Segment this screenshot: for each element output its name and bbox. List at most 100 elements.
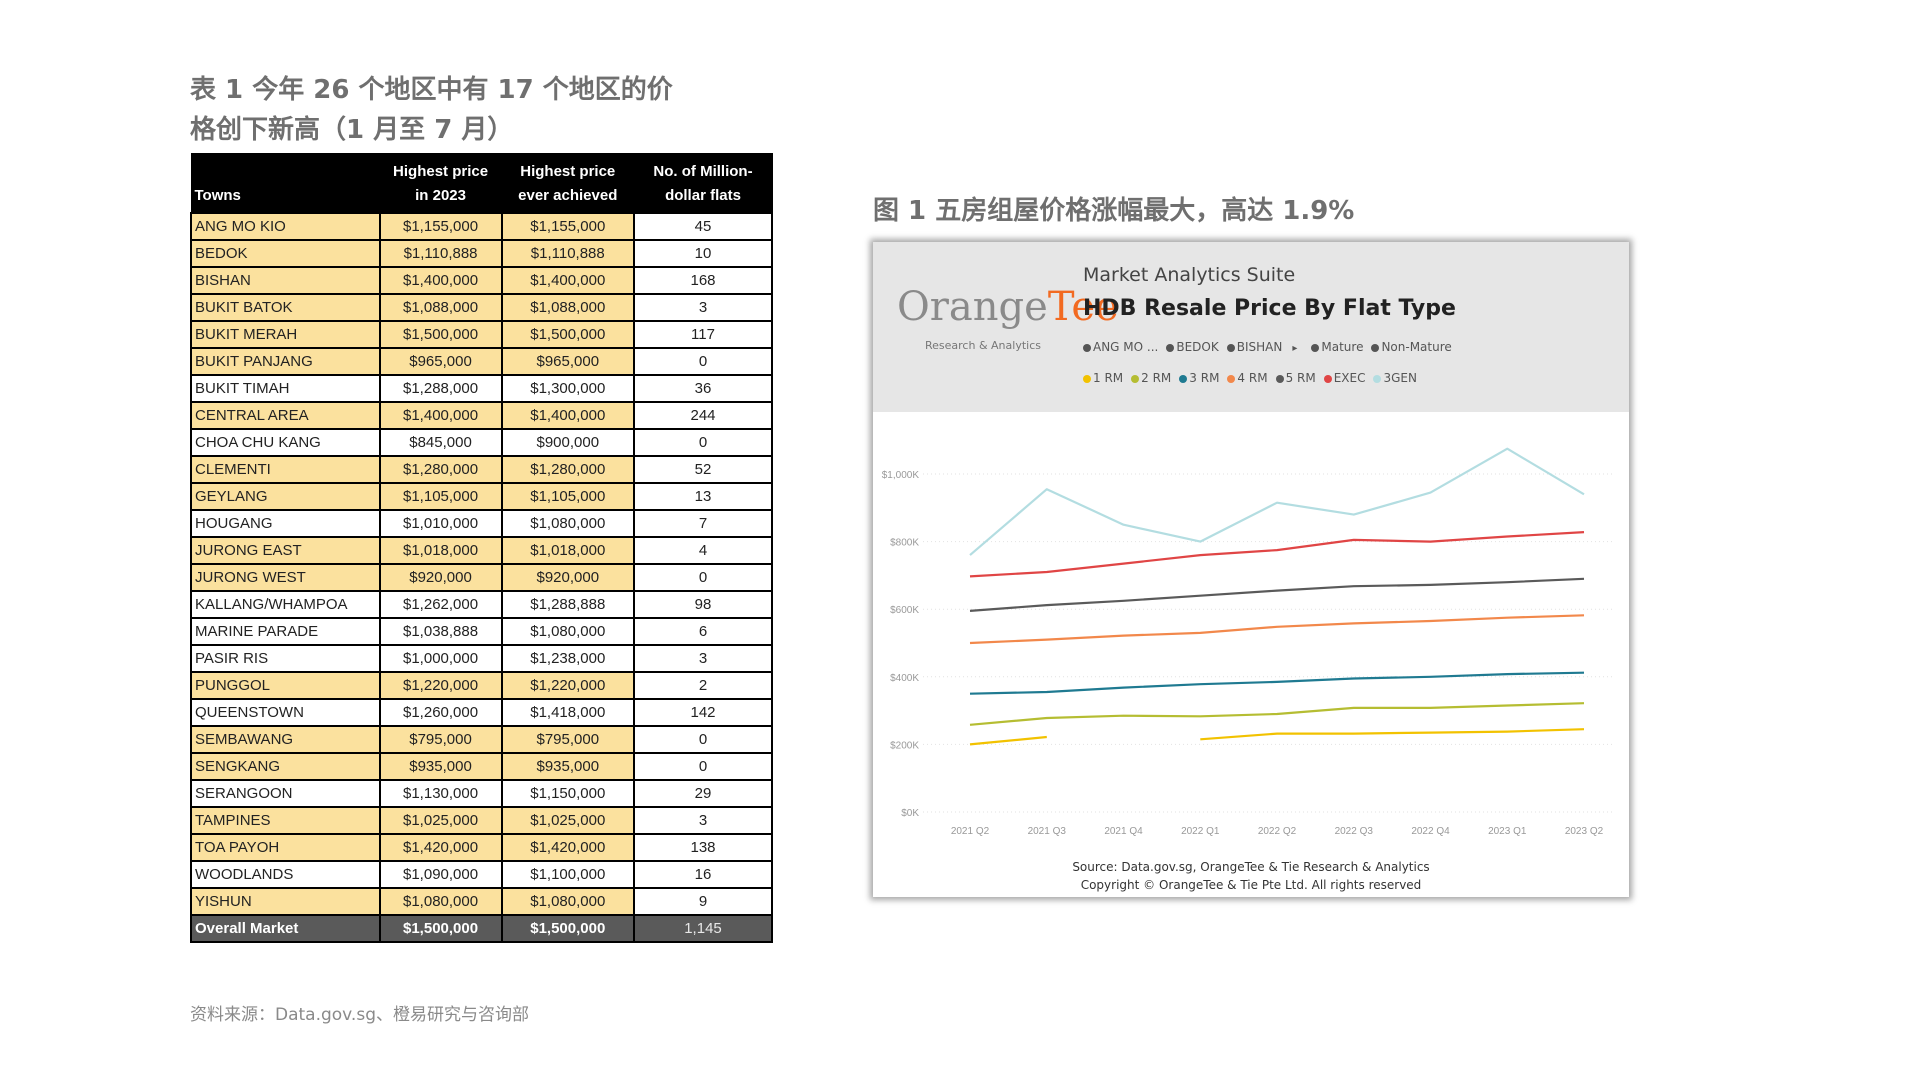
- suite-label: Market Analytics Suite: [1083, 264, 1296, 286]
- filter-dot-icon: [1166, 343, 1175, 352]
- price-2023-cell: $1,025,000: [378, 806, 503, 835]
- header-million-line-1: No. of Million-: [653, 163, 753, 180]
- legend-item[interactable]: 1 RM: [1083, 371, 1123, 385]
- header-price-ever: Highest price ever achieved: [501, 153, 635, 214]
- filter-dot-icon: [1311, 343, 1320, 352]
- price-2023-cell: $1,088,000: [378, 293, 503, 322]
- filter-dot-icon: [1226, 343, 1235, 352]
- town-cell: SENGKANG: [190, 752, 381, 781]
- header-million-line-2: dollar flats: [665, 187, 741, 204]
- table-row: HOUGANG $1,010,000 $1,080,000 7: [190, 509, 773, 538]
- filter-chip[interactable]: BEDOK: [1166, 340, 1219, 354]
- price-2023-cell: $1,260,000: [378, 698, 503, 727]
- price-ever-cell: $1,400,000: [500, 266, 636, 295]
- town-cell: JURONG WEST: [190, 563, 381, 592]
- header-million: No. of Million- dollar flats: [633, 153, 773, 214]
- x-tick-label: 2022 Q3: [1335, 826, 1374, 837]
- y-tick-label: $1,000K: [882, 470, 920, 481]
- million-cell: 138: [633, 833, 773, 862]
- million-cell: 3: [633, 806, 773, 835]
- table-title: 表 1 今年 26 个地区中有 17 个地区的价 格创下新高（1 月至 7 月）: [190, 70, 710, 150]
- chart-source-line: Source: Data.gov.sg, OrangeTee & Tie Res…: [1072, 860, 1430, 874]
- legend-label: EXEC: [1333, 371, 1366, 385]
- table-row: QUEENSTOWN $1,260,000 $1,418,000 142: [190, 698, 773, 727]
- town-cell: BUKIT BATOK: [190, 293, 381, 322]
- y-tick-label: $400K: [890, 673, 919, 684]
- price-ever-cell: $1,418,000: [500, 698, 636, 727]
- million-cell: 0: [633, 725, 773, 754]
- table-total-row: Overall Market $1,500,000 $1,500,000 1,1…: [190, 914, 773, 943]
- total-town: Overall Market: [190, 914, 381, 943]
- price-2023-cell: $1,220,000: [378, 671, 503, 700]
- million-cell: 29: [633, 779, 773, 808]
- legend-item[interactable]: 3GEN: [1373, 371, 1417, 385]
- series-line-3-rm: [969, 671, 1585, 695]
- price-2023-cell: $1,155,000: [378, 212, 503, 241]
- filter-chip[interactable]: Non-Mature: [1371, 340, 1452, 354]
- million-cell: 52: [633, 455, 773, 484]
- filter-chip[interactable]: Mature: [1311, 340, 1363, 354]
- filter-next-icon[interactable]: ▸: [1292, 343, 1298, 354]
- legend-item[interactable]: 5 RM: [1275, 371, 1316, 385]
- table-title-line-1: 表 1 今年 26 个地区中有 17 个地区的价: [190, 75, 673, 105]
- price-ever-cell: $1,500,000: [500, 320, 636, 349]
- price-2023-cell: $1,110,888: [378, 239, 503, 268]
- legend-item[interactable]: EXEC: [1323, 371, 1366, 385]
- million-cell: 98: [633, 590, 773, 619]
- table-row: SERANGOON $1,130,000 $1,150,000 29: [190, 779, 773, 808]
- price-2023-cell: $1,400,000: [378, 401, 503, 430]
- million-cell: 0: [633, 347, 773, 376]
- table-row: SENGKANG $935,000 $935,000 0: [190, 752, 773, 781]
- chart-title: HDB Resale Price By Flat Type: [1083, 296, 1456, 321]
- price-ever-cell: $1,155,000: [500, 212, 636, 241]
- table-row: WOODLANDS $1,090,000 $1,100,000 16: [190, 860, 773, 889]
- series-line-1-rm: [1200, 728, 1585, 741]
- legend-item[interactable]: 4 RM: [1227, 371, 1268, 385]
- filter-chip[interactable]: ANG MO ...: [1083, 340, 1158, 354]
- town-cell: WOODLANDS: [190, 860, 381, 889]
- logo-subtitle: Research & Analytics: [925, 339, 1041, 352]
- price-ever-cell: $935,000: [500, 752, 636, 781]
- legend-dot-icon: [1323, 374, 1332, 383]
- price-2023-cell: $1,105,000: [378, 482, 503, 511]
- town-cell: JURONG EAST: [190, 536, 381, 565]
- price-ever-cell: $1,088,000: [500, 293, 636, 322]
- table-row: CHOA CHU KANG $845,000 $900,000 0: [190, 428, 773, 457]
- million-cell: 0: [633, 752, 773, 781]
- table-row: CLEMENTI $1,280,000 $1,280,000 52: [190, 455, 773, 484]
- filter-chip[interactable]: BISHAN: [1226, 340, 1282, 354]
- chart-card: OrangeTee Research & Analytics Market An…: [873, 242, 1629, 897]
- series-line-4-rm: [969, 614, 1585, 645]
- legend-item[interactable]: 3 RM: [1179, 371, 1219, 385]
- million-cell: 9: [633, 887, 773, 916]
- legend-label: 2 RM: [1141, 371, 1172, 385]
- x-tick-label: 2021 Q3: [1028, 826, 1067, 837]
- town-cell: ANG MO KIO: [190, 212, 381, 241]
- chart-header: OrangeTee Research & Analytics Market An…: [873, 242, 1629, 412]
- series-line-2-rm: [969, 702, 1585, 726]
- town-cell: TAMPINES: [190, 806, 381, 835]
- price-ever-cell: $1,018,000: [500, 536, 636, 565]
- legend-row: 1 RM 2 RM 3 RM 4 RM 5 RM EXEC 3GEN: [1083, 371, 1425, 385]
- price-2023-cell: $1,010,000: [378, 509, 503, 538]
- table-row: KALLANG/WHAMPOA $1,262,000 $1,288,888 98: [190, 590, 773, 619]
- y-tick-label: $0K: [901, 808, 919, 819]
- town-cell: SERANGOON: [190, 779, 381, 808]
- header-price-2023: Highest price in 2023: [379, 153, 503, 214]
- town-cell: CLEMENTI: [190, 455, 381, 484]
- table-header-row: Towns Highest price in 2023 Highest pric…: [190, 153, 773, 214]
- price-2023-cell: $1,080,000: [378, 887, 503, 916]
- town-cell: BUKIT TIMAH: [190, 374, 381, 403]
- table-row: BUKIT PANJANG $965,000 $965,000 0: [190, 347, 773, 376]
- table-row: GEYLANG $1,105,000 $1,105,000 13: [190, 482, 773, 511]
- legend-item[interactable]: 2 RM: [1131, 371, 1171, 385]
- price-ever-cell: $1,300,000: [500, 374, 636, 403]
- x-tick-label: 2021 Q4: [1104, 826, 1143, 837]
- table-row: CENTRAL AREA $1,400,000 $1,400,000 244: [190, 401, 773, 430]
- price-ever-cell: $900,000: [500, 428, 636, 457]
- price-ever-cell: $1,105,000: [500, 482, 636, 511]
- table-row: PUNGGOL $1,220,000 $1,220,000 2: [190, 671, 773, 700]
- x-tick-label: 2023 Q1: [1488, 826, 1527, 837]
- town-cell: BEDOK: [190, 239, 381, 268]
- price-2023-cell: $935,000: [378, 752, 503, 781]
